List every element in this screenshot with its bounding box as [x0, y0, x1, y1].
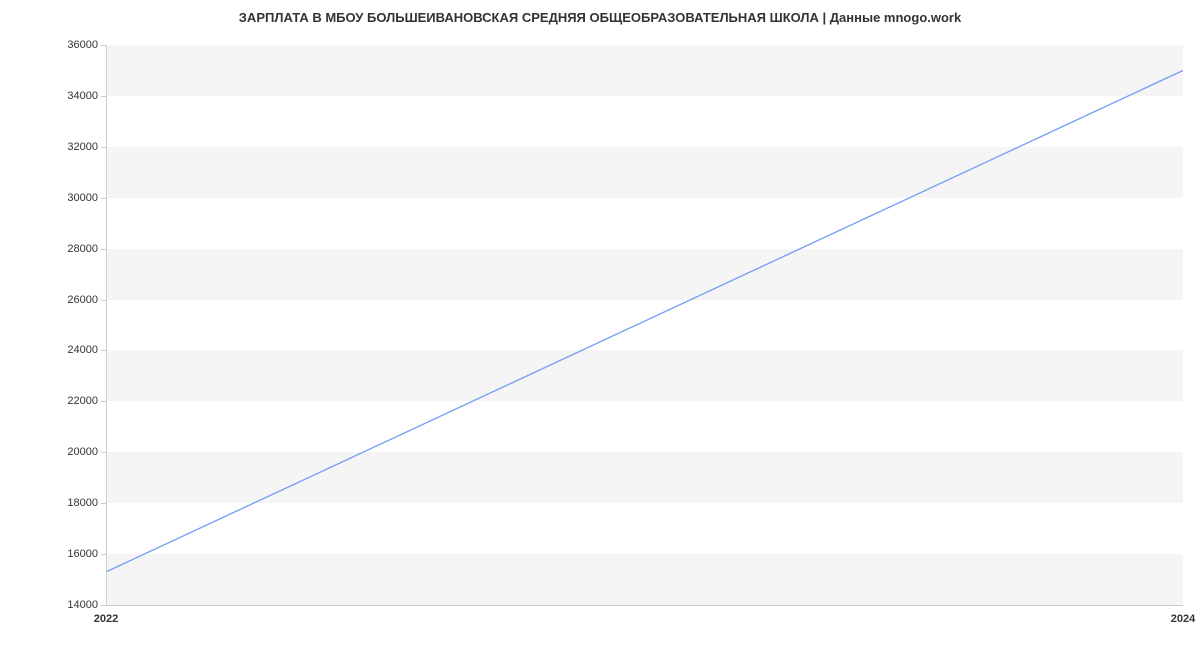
- x-axis-line: [106, 605, 1183, 606]
- y-tick-label: 36000: [67, 39, 98, 51]
- y-tick-label: 20000: [67, 446, 98, 458]
- line-layer: [106, 45, 1183, 605]
- y-tick-label: 22000: [67, 395, 98, 407]
- y-axis-line: [106, 45, 107, 605]
- series-line-salary: [106, 70, 1183, 571]
- y-tick-label: 16000: [67, 548, 98, 560]
- y-tick-label: 28000: [67, 243, 98, 255]
- chart-title: ЗАРПЛАТА В МБОУ БОЛЬШЕИВАНОВСКАЯ СРЕДНЯЯ…: [0, 10, 1200, 25]
- plot-area: 1400016000180002000022000240002600028000…: [106, 45, 1183, 605]
- x-tick-label: 2022: [94, 613, 118, 625]
- y-tick-label: 26000: [67, 294, 98, 306]
- y-tick-label: 14000: [67, 599, 98, 611]
- y-tick-label: 18000: [67, 497, 98, 509]
- x-tick-label: 2024: [1171, 613, 1195, 625]
- chart-container: ЗАРПЛАТА В МБОУ БОЛЬШЕИВАНОВСКАЯ СРЕДНЯЯ…: [0, 0, 1200, 650]
- y-tick-label: 24000: [67, 344, 98, 356]
- y-tick-label: 34000: [67, 90, 98, 102]
- y-tick-label: 30000: [67, 192, 98, 204]
- y-tick-label: 32000: [67, 141, 98, 153]
